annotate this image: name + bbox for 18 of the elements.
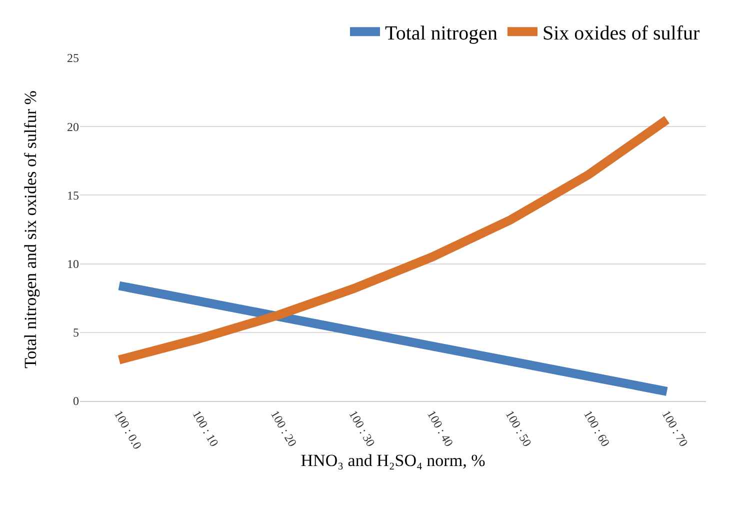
- x-tick-label: 100 : 50: [502, 408, 534, 449]
- y-tick-label: 15: [67, 188, 79, 202]
- x-tick-label: 100 : 40: [424, 408, 456, 449]
- y-tick-label: 0: [73, 394, 79, 408]
- y-tick-label: 25: [67, 51, 79, 66]
- y-tick-label: 20: [67, 120, 79, 134]
- y-tick-label: 5: [73, 326, 79, 340]
- x-tick-label: 100 : 70: [659, 408, 691, 449]
- x-tick-label: 100 : 20: [268, 408, 300, 449]
- y-axis-title: Total nitrogen and six oxides of sulfur %: [21, 90, 40, 368]
- x-tick-label: 100 : 60: [580, 408, 613, 449]
- y-tick-label: 10: [67, 257, 79, 271]
- x-tick-label: 100 : 10: [190, 408, 222, 449]
- x-axis-title: HNO₃ and H₂SO₄ norm, %: [300, 450, 486, 470]
- x-tick-label: 100 : 30: [346, 408, 378, 449]
- x-tick-label: 100 : 0.0: [111, 408, 145, 452]
- legend-label: Total nitrogen: [385, 22, 498, 44]
- legend-label: Six oxides of sulfur: [542, 22, 700, 44]
